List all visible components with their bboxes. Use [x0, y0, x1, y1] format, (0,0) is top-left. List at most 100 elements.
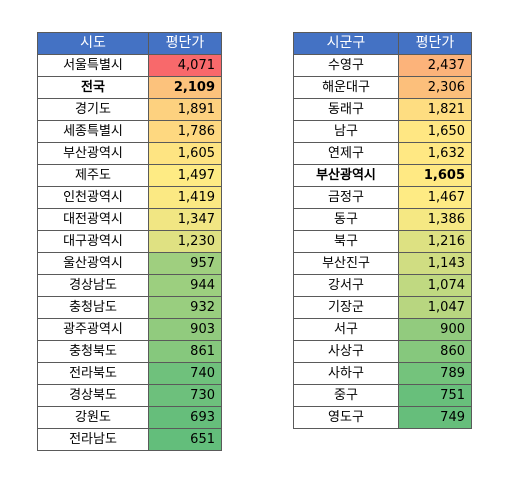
table-row: 부산광역시 1,605 — [37, 142, 222, 165]
table-row: 전라남도 651 — [37, 428, 222, 451]
table-row: 세종특별시 1,786 — [37, 120, 222, 143]
price-value-cell: 749 — [398, 406, 472, 429]
region-name-cell: 수영구 — [293, 54, 399, 77]
region-name-cell: 해운대구 — [293, 76, 399, 99]
table-row: 북구 1,216 — [293, 230, 472, 253]
price-value-cell: 860 — [398, 340, 472, 363]
region-name-cell: 기장군 — [293, 296, 399, 319]
price-value-cell: 861 — [148, 340, 222, 363]
region-name-cell: 세종특별시 — [37, 120, 149, 143]
price-value-cell: 1,143 — [398, 252, 472, 275]
price-value-cell: 751 — [398, 384, 472, 407]
price-value-cell: 944 — [148, 274, 222, 297]
price-value-cell: 2,437 — [398, 54, 472, 77]
price-value-cell: 1,821 — [398, 98, 472, 121]
column-header-price: 평단가 — [148, 32, 222, 55]
price-value-cell: 1,386 — [398, 208, 472, 231]
price-value-cell: 903 — [148, 318, 222, 341]
region-name-cell: 부산광역시 — [293, 164, 399, 187]
region-name-cell: 강원도 — [37, 406, 149, 429]
price-value-cell: 957 — [148, 252, 222, 275]
region-name-cell: 남구 — [293, 120, 399, 143]
region-name-cell: 사상구 — [293, 340, 399, 363]
province-price-table: 시도 평단가 서울특별시 4,071 전국 2,109 경기도 1,891 세종특별시 1,7… — [37, 32, 222, 451]
region-name-cell: 서울특별시 — [37, 54, 149, 77]
region-name-cell: 사하구 — [293, 362, 399, 385]
district-price-table: 시군구 평단가 수영구 2,437 해운대구 2,306 동래구 1,821 남구 1,650… — [293, 32, 472, 429]
region-name-cell: 전라남도 — [37, 428, 149, 451]
price-value-cell: 1,074 — [398, 274, 472, 297]
table-row: 서울특별시 4,071 — [37, 54, 222, 77]
header-row: 시도 평단가 — [37, 32, 222, 55]
region-name-cell: 부산진구 — [293, 252, 399, 275]
price-value-cell: 1,216 — [398, 230, 472, 253]
region-name-cell: 경상남도 — [37, 274, 149, 297]
price-value-cell: 740 — [148, 362, 222, 385]
price-value-cell: 2,109 — [148, 76, 222, 99]
region-name-cell: 제주도 — [37, 164, 149, 187]
region-name-cell: 충청북도 — [37, 340, 149, 363]
table-row: 부산진구 1,143 — [293, 252, 472, 275]
table-row: 경기도 1,891 — [37, 98, 222, 121]
price-value-cell: 4,071 — [148, 54, 222, 77]
region-name-cell: 금정구 — [293, 186, 399, 209]
price-value-cell: 1,047 — [398, 296, 472, 319]
region-name-cell: 연제구 — [293, 142, 399, 165]
region-name-cell: 동래구 — [293, 98, 399, 121]
region-name-cell: 대구광역시 — [37, 230, 149, 253]
table-row: 전국 2,109 — [37, 76, 222, 99]
region-name-cell: 인천광역시 — [37, 186, 149, 209]
table-row: 중구 751 — [293, 384, 472, 407]
price-value-cell: 789 — [398, 362, 472, 385]
price-value-cell: 730 — [148, 384, 222, 407]
table-row: 충청남도 932 — [37, 296, 222, 319]
table-row: 금정구 1,467 — [293, 186, 472, 209]
table-row: 영도구 749 — [293, 406, 472, 429]
table-row: 경상북도 730 — [37, 384, 222, 407]
price-value-cell: 1,891 — [148, 98, 222, 121]
table-row: 대전광역시 1,347 — [37, 208, 222, 231]
table-row: 사상구 860 — [293, 340, 472, 363]
table-row: 연제구 1,632 — [293, 142, 472, 165]
region-name-cell: 동구 — [293, 208, 399, 231]
price-value-cell: 1,419 — [148, 186, 222, 209]
table-row: 강원도 693 — [37, 406, 222, 429]
table-row: 강서구 1,074 — [293, 274, 472, 297]
region-name-cell: 서구 — [293, 318, 399, 341]
table-row: 제주도 1,497 — [37, 164, 222, 187]
table-row: 전라북도 740 — [37, 362, 222, 385]
region-name-cell: 광주광역시 — [37, 318, 149, 341]
table-row: 인천광역시 1,419 — [37, 186, 222, 209]
table-row: 충청북도 861 — [37, 340, 222, 363]
table-row: 경상남도 944 — [37, 274, 222, 297]
region-name-cell: 영도구 — [293, 406, 399, 429]
table-row: 동구 1,386 — [293, 208, 472, 231]
region-name-cell: 전라북도 — [37, 362, 149, 385]
table-row: 남구 1,650 — [293, 120, 472, 143]
price-value-cell: 2,306 — [398, 76, 472, 99]
region-name-cell: 부산광역시 — [37, 142, 149, 165]
price-value-cell: 651 — [148, 428, 222, 451]
table-row: 광주광역시 903 — [37, 318, 222, 341]
price-value-cell: 1,347 — [148, 208, 222, 231]
price-value-cell: 1,786 — [148, 120, 222, 143]
region-name-cell: 충청남도 — [37, 296, 149, 319]
table-row: 해운대구 2,306 — [293, 76, 472, 99]
column-header-region: 시도 — [37, 32, 149, 55]
price-value-cell: 1,605 — [398, 164, 472, 187]
region-name-cell: 경기도 — [37, 98, 149, 121]
table-row: 사하구 789 — [293, 362, 472, 385]
table-row: 부산광역시 1,605 — [293, 164, 472, 187]
price-value-cell: 900 — [398, 318, 472, 341]
table-row: 동래구 1,821 — [293, 98, 472, 121]
region-name-cell: 전국 — [37, 76, 149, 99]
table-row: 서구 900 — [293, 318, 472, 341]
price-value-cell: 932 — [148, 296, 222, 319]
table-row: 울산광역시 957 — [37, 252, 222, 275]
column-header-district: 시군구 — [293, 32, 399, 55]
table-row: 수영구 2,437 — [293, 54, 472, 77]
region-name-cell: 울산광역시 — [37, 252, 149, 275]
price-value-cell: 1,497 — [148, 164, 222, 187]
price-value-cell: 1,650 — [398, 120, 472, 143]
price-value-cell: 1,605 — [148, 142, 222, 165]
